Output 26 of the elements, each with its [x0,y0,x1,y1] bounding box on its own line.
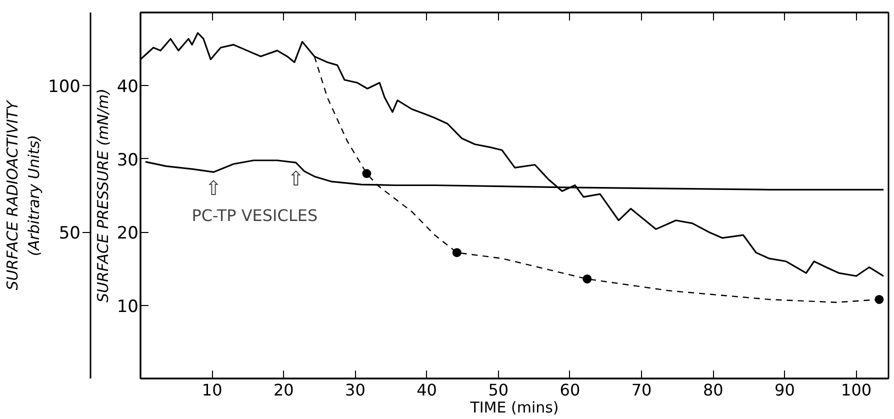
x-axis-title: TIME (mins) [469,398,559,416]
y2-tick-label: 50 [58,224,81,244]
y2-tick-label: 100 [48,77,81,98]
y-axis-title: SURFACE PRESSURE (mN/m) [94,88,112,302]
y-tick-label: 40 [116,77,139,98]
x-tick-label: 60 [560,380,580,400]
y-tick-label: 10 [116,296,139,317]
x-tick-label: 10 [202,380,222,400]
x-tick-label: 100 [841,380,872,400]
x-tick-label: 90 [774,380,795,400]
annotation: ⇧ [287,166,304,191]
x-tick-label: 70 [631,380,652,400]
point [452,248,462,258]
y-tick-label: 20 [116,224,139,244]
x-tick-label: 50 [488,380,509,400]
point [582,274,592,284]
annotation: ⇧ [205,176,222,200]
y-tick-label: 30 [116,150,139,170]
y2-axis-title: SURFACE RADIOACTIVITY (Arbitrary Units) [3,98,44,290]
point [362,169,372,178]
point [874,294,884,304]
x-tick-label: 20 [273,380,294,400]
x-tick-label: 40 [416,380,437,400]
x-tick-label: 80 [702,380,724,400]
x-tick-label: 30 [345,380,366,400]
annotation: PC-TP VESICLES [192,206,318,226]
